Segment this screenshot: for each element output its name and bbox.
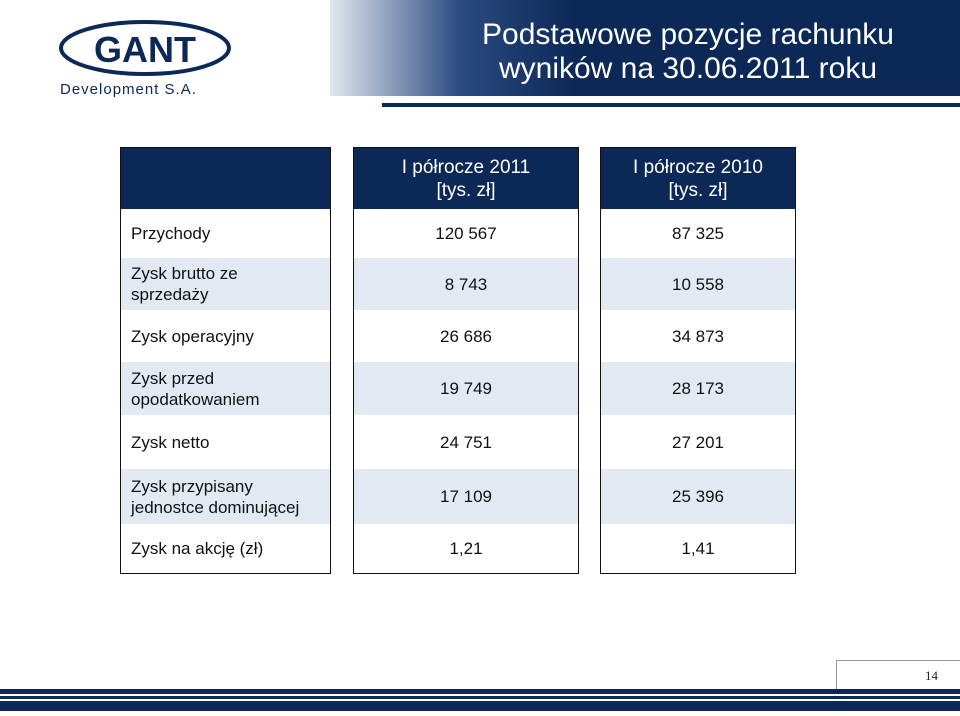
title-line-1: Podstawowe pozycje rachunku bbox=[482, 18, 894, 51]
row-label: Zysk netto bbox=[131, 432, 210, 452]
cell-value: 1,21 bbox=[449, 538, 483, 558]
title-line-2: wyników na 30.06.2011 roku bbox=[498, 52, 878, 85]
table-row-label: Zysk przed opodatkowaniem bbox=[121, 362, 330, 415]
table-row-label: Przychody bbox=[121, 209, 330, 257]
table-cell: 24 751 bbox=[354, 416, 578, 468]
gant-logo: GANT Development S.A. bbox=[59, 20, 231, 98]
column-2010-header: I półrocze 2010 [tys. zł] bbox=[601, 148, 795, 209]
cell-value: 17 109 bbox=[440, 487, 492, 506]
row-label: jednostce dominującej bbox=[131, 497, 300, 517]
column-header-unit: [tys. zł] bbox=[668, 180, 728, 201]
table-cell: 120 567 bbox=[354, 209, 578, 257]
label-column-header bbox=[121, 148, 330, 209]
table-cell: 1,41 bbox=[601, 525, 795, 571]
cell-value: 19 749 bbox=[440, 379, 492, 398]
cell-value: 8 743 bbox=[444, 274, 488, 294]
column-2010: I półrocze 2010 [tys. zł] 87 325 10 558 … bbox=[600, 147, 796, 574]
page-title: Podstawowe pozycje rachunku wyników na 3… bbox=[468, 18, 908, 86]
header-banner bbox=[0, 0, 960, 96]
cell-value: 87 325 bbox=[672, 223, 724, 243]
row-label: Zysk operacyjny bbox=[131, 326, 254, 346]
table-cell: 19 749 bbox=[354, 362, 578, 415]
table-cell: 87 325 bbox=[601, 209, 795, 257]
logo-brand: GANT bbox=[94, 29, 196, 70]
column-header-period: I półrocze 2011 bbox=[401, 157, 531, 178]
cell-value: 1,41 bbox=[681, 538, 715, 558]
table-cell: 26 686 bbox=[354, 311, 578, 361]
table-cell: 17 109 bbox=[354, 469, 578, 524]
table-row-label: Zysk operacyjny bbox=[121, 311, 330, 361]
page-number: 14 bbox=[925, 668, 938, 683]
table-cell: 8 743 bbox=[354, 258, 578, 310]
column-header-period: I półrocze 2010 bbox=[633, 157, 763, 178]
table-row-label: Zysk brutto ze sprzedaży bbox=[121, 258, 330, 310]
cell-value: 34 873 bbox=[672, 326, 724, 346]
table-cell: 27 201 bbox=[601, 416, 795, 468]
row-label: Zysk przed bbox=[131, 368, 215, 388]
cell-value: 28 173 bbox=[672, 379, 724, 398]
table-cell: 1,21 bbox=[354, 525, 578, 571]
table-cell: 28 173 bbox=[601, 362, 795, 415]
table-cell: 34 873 bbox=[601, 311, 795, 361]
label-column: Przychody Zysk brutto ze sprzedaży Zysk o… bbox=[120, 147, 331, 574]
row-label: opodatkowaniem bbox=[131, 389, 260, 409]
cell-value: 120 567 bbox=[435, 223, 497, 243]
footer-rule bbox=[0, 701, 960, 711]
row-label: Przychody bbox=[131, 223, 211, 243]
table-row-label: Zysk na akcję (zł) bbox=[121, 525, 330, 571]
page-number-box bbox=[836, 660, 960, 691]
cell-value: 26 686 bbox=[440, 326, 492, 346]
column-2011: I półrocze 2011 [tys. zł] 120 567 8 743 … bbox=[353, 147, 579, 574]
cell-value: 24 751 bbox=[440, 432, 492, 452]
column-header-unit: [tys. zł] bbox=[436, 180, 496, 201]
row-label: sprzedaży bbox=[131, 285, 209, 304]
table-cell: 10 558 bbox=[601, 258, 795, 310]
table-row-label: Zysk przypisany jednostce dominującej bbox=[121, 469, 330, 524]
table-row-label: Zysk netto bbox=[121, 416, 330, 468]
logo-subtitle: Development S.A. bbox=[60, 81, 197, 98]
row-label: Zysk na akcję (zł) bbox=[131, 538, 264, 558]
row-label: Zysk przypisany bbox=[131, 476, 253, 496]
cell-value: 10 558 bbox=[672, 274, 724, 294]
title-underline bbox=[382, 103, 960, 107]
row-label: Zysk brutto ze bbox=[131, 264, 238, 283]
column-2011-header: I półrocze 2011 [tys. zł] bbox=[354, 148, 578, 209]
table-cell: 25 396 bbox=[601, 469, 795, 524]
footer-rule bbox=[0, 689, 960, 694]
cell-value: 25 396 bbox=[672, 487, 724, 506]
cell-value: 27 201 bbox=[672, 432, 724, 452]
footer-rule bbox=[0, 696, 960, 699]
